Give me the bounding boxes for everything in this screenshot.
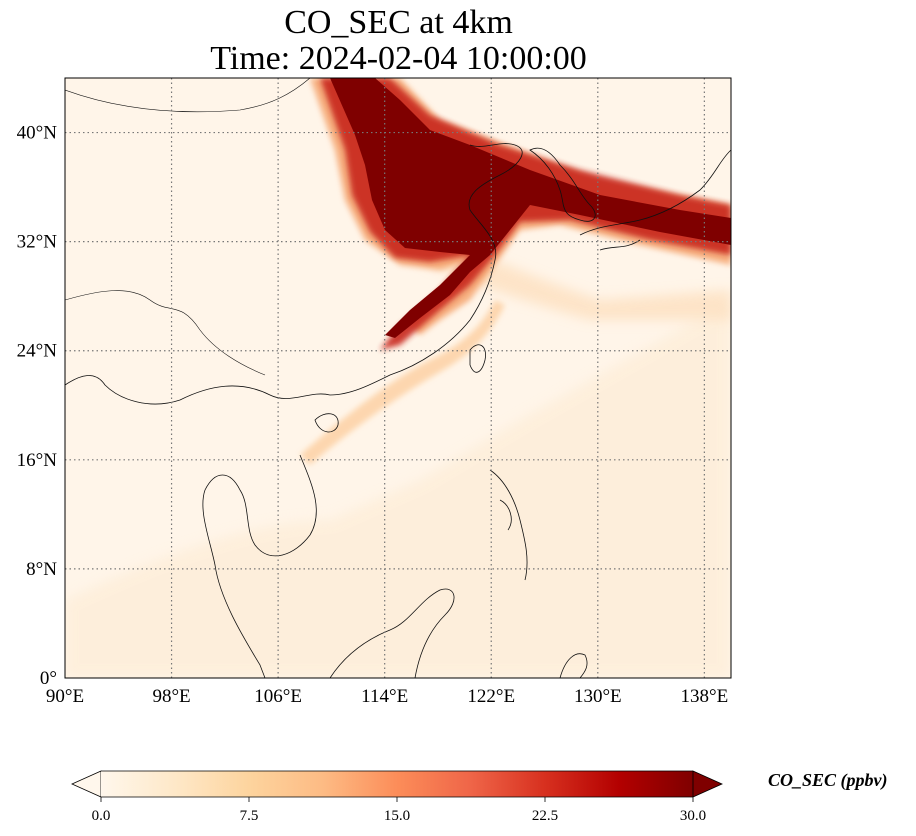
lat-tick-label: 32°N [17,232,58,253]
border-lines [65,290,266,376]
colorbar-tick-label: 15.0 [384,808,410,824]
map-title: CO_SEC at 4km [284,4,513,41]
lat-tick-label: 0° [40,668,57,689]
colorbar: 0.0 7.5 15.0 22.5 30.0 [71,770,723,824]
plume-core [330,78,731,338]
lon-tick-label: 106°E [254,686,302,707]
lon-tick-label: 138°E [681,686,729,707]
coast-japan [579,149,731,251]
gridlines [65,78,731,678]
colorbar-ticks: 0.0 7.5 15.0 22.5 30.0 [92,797,706,824]
map-frame [64,77,732,679]
lon-tick-label: 130°E [574,686,622,707]
coast-philippines [489,469,528,581]
colorbar-tick-label: 0.0 [92,808,111,824]
haze-south [65,300,731,678]
latitude-axis: 0° 8°N 16°N 24°N 32°N 40°N [17,123,58,689]
coast-indochina [202,454,317,678]
coast-korea [529,147,596,222]
lon-tick-label: 98°E [152,686,190,707]
colorbar-extend-min [71,770,102,798]
longitude-axis: 90°E 98°E 106°E 114°E 122°E 130°E 138°E [46,686,728,707]
plume-coastal-band [300,300,505,465]
border-north [65,78,311,113]
coast-taiwan [469,344,486,373]
map-time-subtitle: Time: 2024-02-04 10:00:00 [210,40,587,77]
lon-tick-label: 90°E [46,686,84,707]
lat-tick-label: 8°N [26,559,57,580]
lat-tick-label: 24°N [17,341,58,362]
colorbar-tick-label: 7.5 [240,808,259,824]
coast-borneo [329,588,455,678]
lon-tick-label: 122°E [467,686,515,707]
haze-east-band [420,230,731,320]
lat-tick-label: 16°N [17,450,58,471]
colorbar-title: CO_SEC (ppbv) [768,770,888,790]
concentration-field [65,78,731,678]
colorbar-extend-max [692,770,723,798]
colorbar-tick-label: 22.5 [532,808,558,824]
coast-china [65,143,523,405]
lat-tick-label: 40°N [17,123,58,144]
coast-new-guinea [559,653,588,678]
coast-hainan [314,413,339,433]
lon-tick-label: 114°E [361,686,408,707]
colorbar-tick-label: 30.0 [680,808,706,824]
coastlines [65,78,731,678]
colorbar-gradient [101,771,693,797]
